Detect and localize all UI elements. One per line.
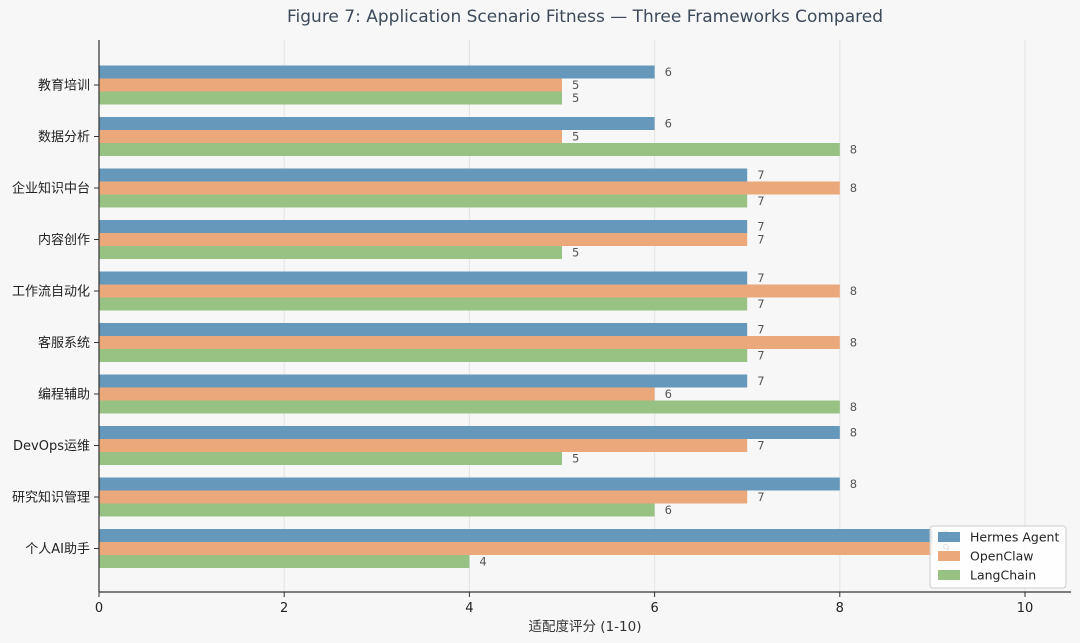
data-label: 7: [757, 323, 764, 337]
chart-title: Figure 7: Application Scenario Fitness —…: [287, 7, 883, 27]
bar: [99, 271, 748, 285]
category-label: 内容创作: [38, 232, 90, 248]
data-label: 8: [850, 143, 857, 157]
legend-box: [929, 525, 1067, 589]
bar: [99, 91, 562, 105]
legend-swatch: [938, 551, 960, 561]
data-label: 8: [850, 477, 857, 491]
x-tick-label: 10: [1017, 601, 1034, 616]
x-tick-label: 8: [836, 601, 844, 616]
data-label: 7: [757, 271, 764, 285]
data-label: 6: [665, 65, 672, 79]
category-label: 工作流自动化: [12, 285, 90, 300]
x-axis-label: 适配度评分 (1-10): [529, 619, 642, 635]
bar: [99, 220, 748, 233]
data-label: 8: [850, 426, 857, 440]
bar: [99, 439, 748, 452]
data-label: 8: [850, 181, 857, 195]
bar: [99, 503, 655, 517]
data-label: 5: [572, 91, 579, 105]
data-label: 7: [757, 297, 764, 311]
bar: [99, 168, 748, 182]
legend-swatch: [938, 532, 960, 542]
legend-swatch: [938, 570, 960, 580]
bar: [99, 323, 748, 336]
bar: [99, 246, 562, 259]
bar: [99, 336, 840, 349]
bar: [99, 284, 840, 298]
legend-label: LangChain: [970, 568, 1036, 583]
bar: [99, 297, 748, 311]
data-label: 5: [572, 130, 579, 144]
bar: [99, 194, 748, 208]
data-label: 8: [850, 336, 857, 350]
legend-label: Hermes Agent: [970, 530, 1059, 545]
legend: Hermes Agent OpenClaw LangChain: [929, 525, 1067, 589]
data-label: 5: [572, 452, 579, 466]
bar: [99, 374, 748, 388]
bar: [99, 233, 748, 246]
data-label: 7: [757, 374, 764, 388]
x-tick-label: 4: [465, 601, 473, 616]
data-label: 6: [665, 503, 672, 517]
category-label: 客服系统: [38, 335, 90, 351]
data-label: 6: [665, 117, 672, 131]
data-label: 8: [850, 284, 857, 298]
data-label: 7: [757, 349, 764, 363]
x-tick-label: 0: [95, 601, 103, 616]
data-label: 5: [572, 246, 579, 260]
bar: [99, 130, 562, 143]
bar: [99, 78, 562, 92]
data-label: 7: [757, 233, 764, 247]
category-label: 研究知识管理: [12, 490, 90, 506]
data-label: 6: [665, 387, 672, 401]
bar: [99, 490, 748, 504]
x-tick-labels: 0 2 4 6 8 10: [95, 592, 1033, 616]
category-label: 企业知识中台: [12, 181, 90, 197]
bar: [99, 452, 562, 465]
x-tick-label: 6: [650, 601, 658, 616]
bar: [99, 542, 933, 555]
category-label: 教育培训: [38, 78, 90, 94]
x-tick-label: 2: [280, 601, 288, 616]
bars: [99, 65, 933, 568]
data-label: 8: [850, 400, 857, 414]
bar: [99, 477, 840, 491]
category-label: 个人AI助手: [25, 542, 90, 557]
data-label: 7: [757, 490, 764, 504]
bar: [99, 117, 655, 130]
value-labels: 655658787775787787768875876994: [479, 65, 949, 569]
bar: [99, 349, 748, 362]
data-label: 7: [757, 220, 764, 234]
data-label: 4: [479, 555, 486, 569]
bar: [99, 426, 840, 439]
legend-label: OpenClaw: [970, 549, 1033, 564]
bar: [99, 65, 655, 79]
category-label: 编程辅助: [38, 388, 90, 403]
category-label: DevOps运维: [13, 439, 90, 454]
bar: [99, 555, 470, 568]
bar: [99, 181, 840, 195]
bar: [99, 143, 840, 156]
data-label: 7: [757, 439, 764, 453]
category-label: 数据分析: [38, 130, 90, 145]
data-label: 7: [757, 168, 764, 182]
data-label: 5: [572, 78, 579, 92]
bar: [99, 387, 655, 401]
bar: [99, 529, 933, 542]
bar: [99, 400, 840, 414]
data-label: 7: [757, 194, 764, 208]
